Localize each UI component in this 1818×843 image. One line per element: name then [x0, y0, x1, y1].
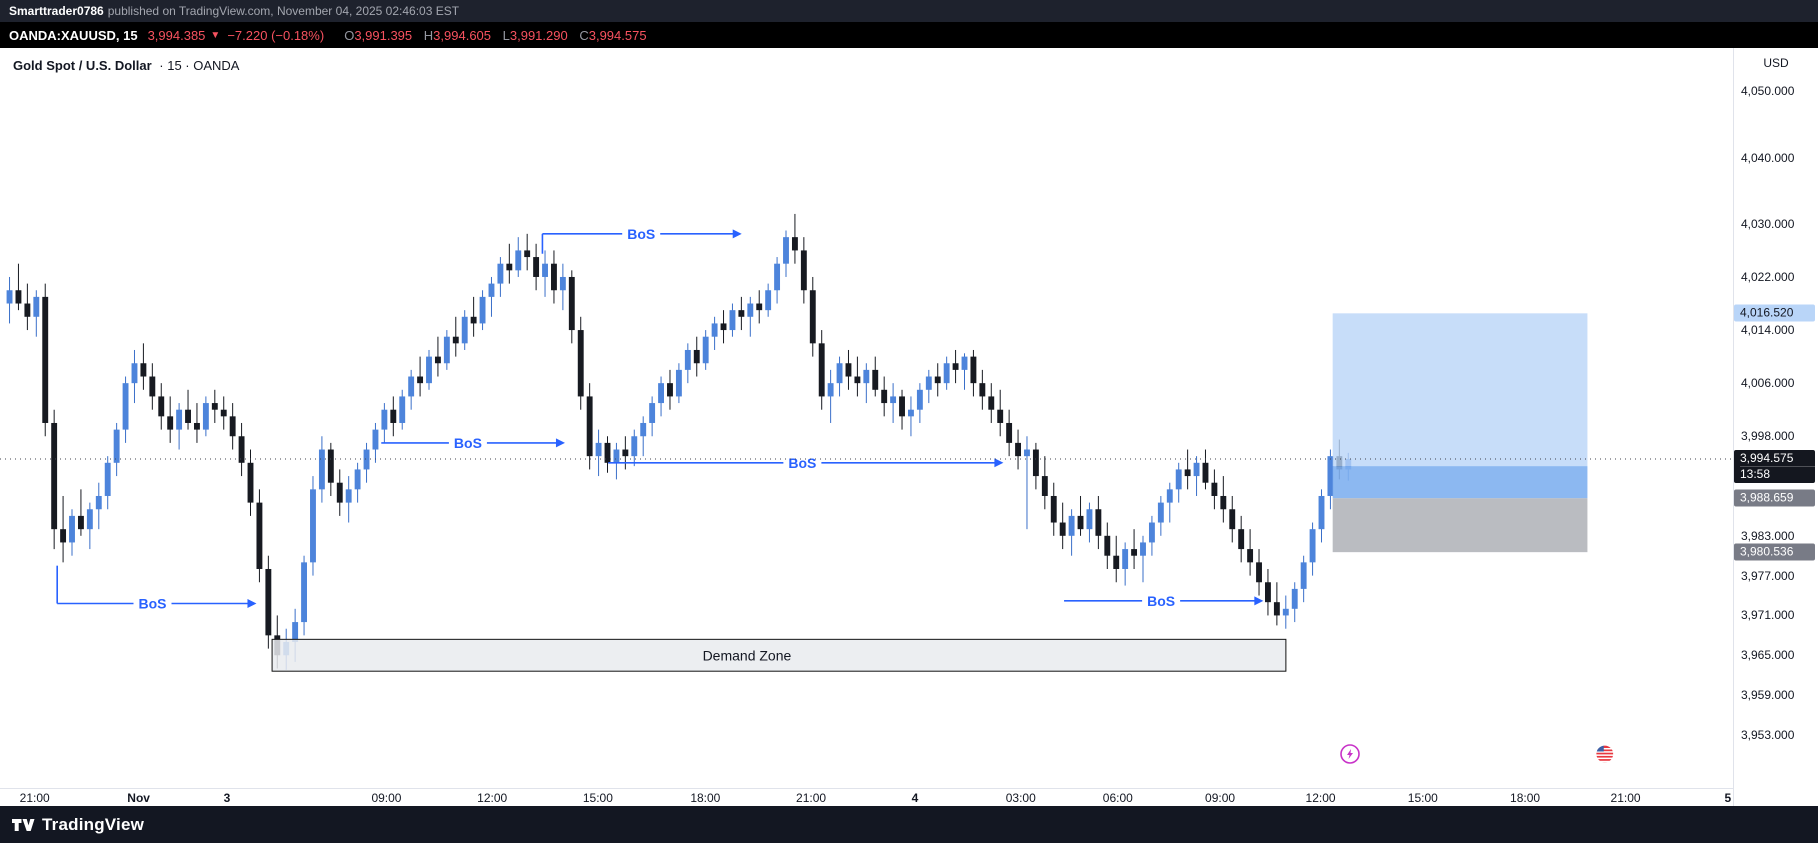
- bos-label: BoS: [788, 455, 816, 471]
- price-tick: 3,971.000: [1741, 608, 1795, 623]
- chart-title: Gold Spot / U.S. Dollar · 15 · OANDA: [13, 58, 239, 73]
- price-tick: 4,022.000: [1741, 269, 1795, 284]
- price-tick: 3,953.000: [1741, 727, 1795, 742]
- retrace-zone-gray[interactable]: [1332, 498, 1588, 553]
- bos-arrowhead-icon: [994, 458, 1004, 468]
- symbol-name[interactable]: OANDA:XAUUSD, 15: [9, 27, 138, 43]
- time-label: 06:00: [1102, 791, 1133, 805]
- bos-arrowhead-icon: [1254, 596, 1264, 606]
- time-label: 12:00: [1305, 791, 1336, 805]
- bos-arrowhead-icon: [555, 438, 565, 448]
- footer-bar: TradingView: [0, 806, 1818, 843]
- chart-region: Gold Spot / U.S. Dollar · 15 · OANDA Dem…: [0, 48, 1818, 806]
- high-label: H: [423, 27, 434, 43]
- bar-countdown: 13:58: [1740, 465, 1815, 482]
- bos-label: BoS: [454, 435, 482, 451]
- open-value: 3,991.395: [354, 27, 413, 43]
- price-tick: 4,006.000: [1741, 376, 1795, 391]
- price-tick: 4,014.000: [1741, 323, 1795, 338]
- price-tick: 4,040.000: [1741, 150, 1795, 165]
- time-label: 3: [223, 791, 231, 805]
- time-label: 21:00: [1610, 791, 1641, 805]
- bos-arrowhead-icon: [732, 229, 742, 239]
- time-label: 03:00: [1005, 791, 1036, 805]
- price-tick: 4,030.000: [1741, 216, 1795, 231]
- tradingview-wordmark[interactable]: TradingView: [42, 814, 145, 834]
- time-label: 21:00: [796, 791, 827, 805]
- close-value: 3,994.575: [588, 27, 647, 43]
- price-level-badge: 3,980.536: [1734, 543, 1815, 561]
- time-axis[interactable]: 21:00 Nov 3 09:00 12:00 15:00 18:00 21:00 4 03:00…: [0, 788, 1733, 806]
- price-chart[interactable]: Demand Zone BoS BoS BoS BoS BoS: [0, 48, 1733, 788]
- bos-arrowhead-icon: [247, 598, 257, 608]
- time-label: 18:00: [690, 791, 721, 805]
- bos-annotation[interactable]: BoS: [608, 452, 1004, 473]
- publisher-username: Smarttrader0786: [9, 4, 104, 18]
- time-label: 4: [911, 791, 919, 805]
- chart-title-symbol: Gold Spot / U.S. Dollar: [13, 58, 152, 73]
- price-change: −7.220 (−0.18%): [227, 27, 325, 43]
- price-tick: 3,959.000: [1741, 688, 1795, 703]
- price-tick: 3,965.000: [1741, 648, 1795, 663]
- price-tick: 3,998.000: [1741, 429, 1795, 444]
- current-price-badge: 3,994.575 13:58: [1734, 449, 1815, 483]
- time-label: Nov: [127, 791, 150, 805]
- time-label: 5: [1724, 791, 1732, 805]
- price-tick: 3,977.000: [1741, 568, 1795, 583]
- time-label: 21:00: [19, 791, 50, 805]
- time-label: 15:00: [582, 791, 613, 805]
- supply-zone-dark[interactable]: [1332, 466, 1588, 499]
- price-axis[interactable]: USD 4,050.000 4,040.000 4,030.000 4,022.000…: [1733, 48, 1818, 806]
- supply-zone-light[interactable]: [1332, 313, 1588, 467]
- economic-event-bolt-icon[interactable]: [1340, 744, 1360, 764]
- bos-annotation[interactable]: BoS: [1064, 590, 1264, 611]
- bos-annotation[interactable]: BoS: [56, 565, 257, 614]
- last-price: 3,994.385: [147, 27, 206, 43]
- candles-layer: [6, 213, 1352, 670]
- open-label: O: [344, 27, 355, 43]
- ohlc-values: O3,991.395 H3,994.605 L3,991.290 C3,994.…: [336, 28, 646, 43]
- price-level-badge: 4,016.520: [1734, 304, 1815, 322]
- close-label: C: [579, 27, 589, 43]
- bos-annotation[interactable]: BoS: [381, 432, 565, 453]
- price-level-badge: 3,988.659: [1734, 489, 1815, 507]
- time-label: 09:00: [1205, 791, 1236, 805]
- down-arrow-icon: ▼: [210, 29, 221, 41]
- currency-label: USD: [1763, 56, 1789, 70]
- publish-bar: Smarttrader0786 published on TradingView…: [0, 0, 1818, 22]
- bos-annotation[interactable]: BoS: [541, 223, 742, 254]
- chart-title-interval-exchange: · 15 · OANDA: [159, 58, 240, 73]
- time-label: 12:00: [477, 791, 508, 805]
- time-label: 09:00: [371, 791, 402, 805]
- demand-zone[interactable]: [271, 638, 1287, 672]
- high-value: 3,994.605: [433, 27, 492, 43]
- bos-label: BoS: [627, 226, 655, 242]
- price-tick: 3,983.000: [1741, 528, 1795, 543]
- bos-label: BoS: [1147, 593, 1175, 609]
- tradingview-logo-icon[interactable]: [11, 816, 35, 834]
- symbol-status-bar: OANDA:XAUUSD, 15 3,994.385 ▼ −7.220 (−0.…: [0, 22, 1818, 48]
- publish-info-text: published on TradingView.com, November 0…: [107, 4, 460, 18]
- low-value: 3,991.290: [509, 27, 568, 43]
- chart-plot-area[interactable]: Gold Spot / U.S. Dollar · 15 · OANDA Dem…: [0, 48, 1733, 806]
- bos-label: BoS: [139, 595, 167, 611]
- time-label: 15:00: [1407, 791, 1438, 805]
- us-flag-event-icon[interactable]: [1595, 744, 1615, 764]
- price-tick: 4,050.000: [1741, 84, 1795, 99]
- time-label: 18:00: [1510, 791, 1541, 805]
- low-label: L: [502, 27, 510, 43]
- demand-zone-label: Demand Zone: [703, 647, 792, 663]
